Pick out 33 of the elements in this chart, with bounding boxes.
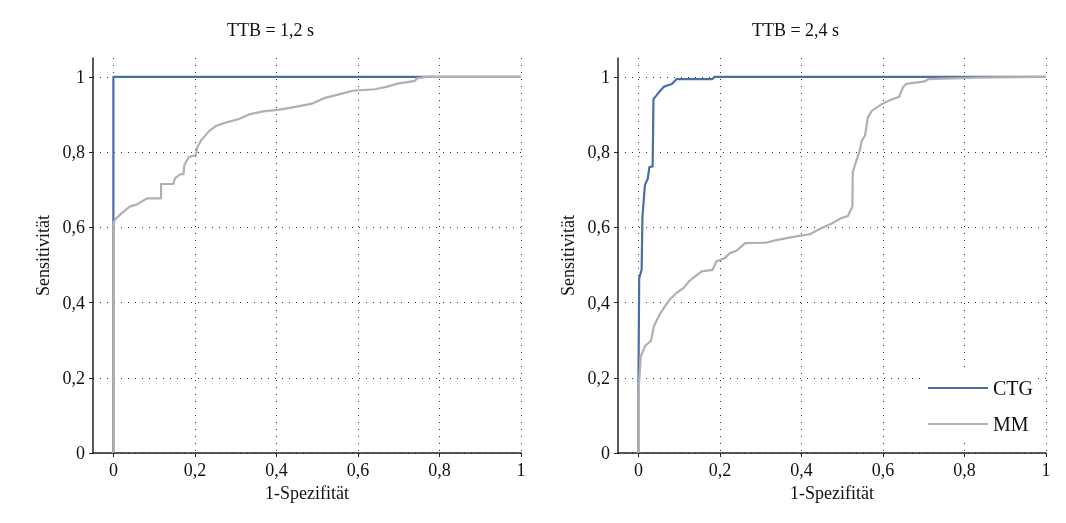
y-tick-label: 0,6 (587, 217, 610, 238)
chart-title: TTB = 1,2 s (226, 20, 315, 40)
x-tick-label: 0 (633, 460, 643, 480)
x-axis-title: 1-Spezifität (265, 482, 349, 503)
y-tick-label: 0,4 (587, 292, 610, 313)
legend-label: MM (993, 413, 1029, 435)
x-tick-label: 0 (108, 460, 118, 480)
legend-label: CTG (993, 377, 1033, 399)
x-tick-label: 0,6 (871, 460, 895, 480)
y-axis-title: Sensitivität (557, 215, 578, 296)
y-axis-title: Sensitivität (32, 215, 53, 296)
y-tick-label: 0,2 (62, 367, 85, 388)
x-tick-label: 0,8 (428, 460, 451, 480)
y-tick-label: 0,2 (587, 367, 610, 388)
chart-title: TTB = 2,4 s (751, 20, 840, 40)
y-tick-label: 0,8 (587, 142, 610, 163)
y-tick-label: 0,8 (62, 142, 85, 163)
y-tick-label: 0,6 (62, 217, 85, 238)
x-tick-label: 0,8 (953, 460, 976, 480)
x-tick-label: 0,6 (346, 460, 370, 480)
y-tick-label: 1 (76, 66, 85, 87)
x-tick-label: 0,2 (183, 460, 207, 480)
x-tick-label: 1 (516, 460, 526, 480)
x-axis-title: 1-Spezifität (790, 482, 874, 503)
line-series (637, 75, 1048, 455)
y-tick-label: 0 (76, 443, 85, 463)
x-tick-label: 0,4 (265, 460, 288, 480)
y-tick-label: 0,4 (62, 292, 85, 313)
x-tick-label: 1 (1041, 460, 1051, 480)
x-tick-label: 0,2 (708, 460, 732, 480)
y-tick-label: 0 (601, 443, 610, 463)
x-tick-label: 0,4 (790, 460, 813, 480)
y-tick-label: 1 (601, 66, 610, 87)
